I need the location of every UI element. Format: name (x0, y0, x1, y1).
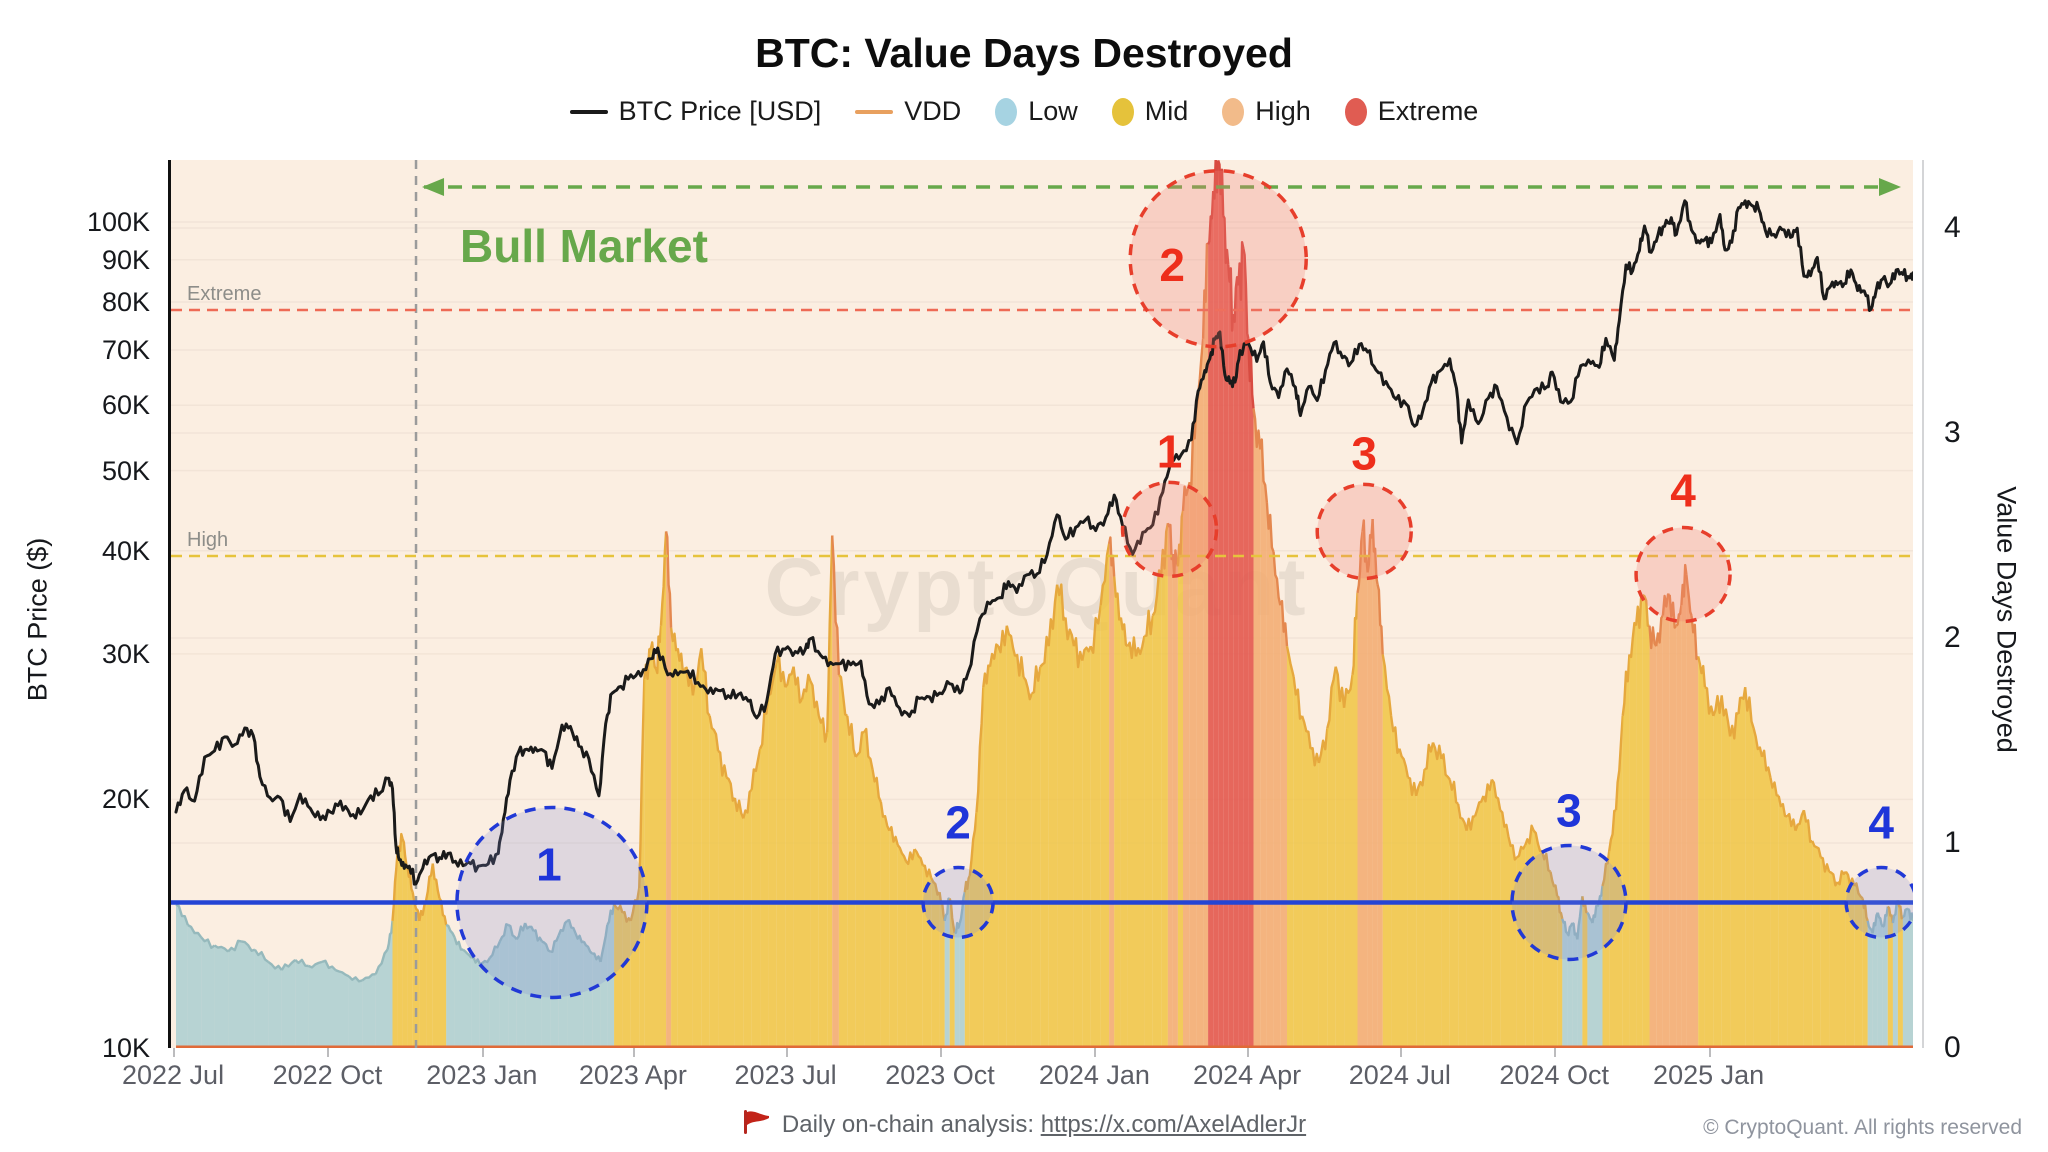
footer-analysis-link[interactable]: https://x.com/AxelAdlerJr (1040, 1111, 1307, 1138)
time-tick-2023 Jan: 2023 Jan (426, 1060, 538, 1090)
time-tick-2023 Oct: 2023 Oct (885, 1060, 995, 1090)
low-dot-icon (995, 97, 1018, 126)
low-marker-label-2: 2 (945, 796, 971, 848)
legend-label-btc-price: BTC Price [USD] (618, 96, 822, 126)
extreme-marker-circle-1 (1120, 480, 1219, 579)
extreme-dot-icon (1344, 97, 1367, 126)
vdd-tick-0: 0 (1944, 1031, 1961, 1064)
time-tick-2024 Jul: 2024 Jul (1348, 1060, 1451, 1090)
legend-label-high: High (1255, 96, 1311, 126)
low-marker-circle-3 (1510, 843, 1628, 962)
time-tick-mark (632, 1048, 635, 1057)
high-threshold-label: High (187, 529, 228, 551)
btc-price-line (174, 199, 1913, 886)
time-tick-mark (481, 1048, 484, 1057)
price-tick-70K: 70K (101, 334, 150, 365)
vdd-tick-3: 3 (1944, 416, 1961, 449)
legend: BTC Price [USD] VDD Low Mid High Extreme (0, 96, 2048, 127)
legend-label-vdd: VDD (904, 96, 962, 126)
price-tick-30K: 30K (101, 638, 150, 669)
extreme-marker-circle-3 (1315, 482, 1413, 581)
footer-analysis-text: Daily on-chain analysis: (781, 1111, 1041, 1138)
time-tick-mark (1708, 1048, 1711, 1057)
extreme-marker-circle-4 (1634, 525, 1732, 624)
extreme-marker-label-4: 4 (1670, 464, 1696, 516)
price-tick-20K: 20K (101, 784, 150, 815)
legend-label-low: Low (1028, 96, 1078, 126)
price-tick-10K: 10K (101, 1033, 150, 1063)
extreme-threshold-label: Extreme (187, 283, 261, 305)
legend-label-extreme: Extreme (1377, 96, 1479, 126)
low-marker-circle-4 (1844, 865, 1913, 940)
time-tick-2025 Jan: 2025 Jan (1653, 1060, 1765, 1090)
time-tick-2023 Apr: 2023 Apr (578, 1060, 687, 1090)
price-axis-title: BTC Price ($) (22, 537, 53, 702)
legend-item-low: Low (995, 96, 1078, 127)
legend-item-extreme: Extreme (1344, 96, 1479, 127)
mid-dot-icon (1111, 97, 1134, 126)
footer: Daily on-chain analysis: https://x.com/A… (0, 1106, 2048, 1139)
vdd-tick-1: 1 (1944, 826, 1961, 859)
time-tick-mark (327, 1048, 330, 1057)
low-marker-label-4: 4 (1868, 796, 1894, 848)
time-tick-mark (785, 1048, 788, 1057)
time-tick-2024 Oct: 2024 Oct (1499, 1060, 1609, 1090)
price-tick-90K: 90K (101, 244, 150, 275)
extreme-marker-label-3: 3 (1351, 427, 1377, 479)
legend-item-vdd: VDD (855, 96, 961, 127)
copyright: © CryptoQuant. All rights reserved (1703, 1116, 2022, 1139)
extreme-marker-label-1: 1 (1157, 425, 1183, 477)
chart-title: BTC: Value Days Destroyed (755, 30, 1293, 76)
price-tick-60K: 60K (101, 390, 150, 421)
time-tick-2024 Jan: 2024 Jan (1038, 1060, 1150, 1090)
price-tick-50K: 50K (101, 455, 150, 486)
vdd-axis-title: Value Days Destroyed (1991, 486, 2022, 753)
time-tick-mark (1554, 1048, 1557, 1057)
price-tick-80K: 80K (101, 287, 150, 318)
vdd-line-icon (855, 109, 894, 114)
price-tick-100K: 100K (86, 207, 150, 237)
legend-item-mid: Mid (1111, 96, 1189, 127)
price-tick-40K: 40K (101, 535, 150, 566)
legend-item-high: High (1222, 96, 1311, 127)
bull-market-label: Bull Market (460, 220, 708, 272)
time-tick-mark (939, 1048, 942, 1057)
arrowhead-left-icon (422, 178, 445, 196)
time-tick-mark (173, 1048, 176, 1057)
low-marker-label-3: 3 (1556, 784, 1582, 836)
time-tick-2024 Apr: 2024 Apr (1193, 1060, 1302, 1090)
extreme-marker-circle-2 (1128, 169, 1308, 349)
time-tick-2022 Jul: 2022 Jul (121, 1060, 225, 1090)
plot-area: CryptoQuant Extreme High Bull Market 1 2 3 4 1 2 3… (168, 160, 1913, 1048)
time-tick-mark (1094, 1048, 1097, 1057)
extreme-marker-label-2: 2 (1159, 239, 1185, 291)
time-tick-2022 Oct: 2022 Oct (272, 1060, 383, 1090)
time-tick-mark (1247, 1048, 1250, 1057)
right-axis-line (1922, 160, 1924, 1048)
red-flag-icon (743, 1110, 769, 1134)
arrowhead-right-icon (1879, 178, 1901, 196)
high-dot-icon (1222, 97, 1245, 126)
vdd-tick-2: 2 (1944, 621, 1961, 654)
legend-item-btc-price: BTC Price [USD] (569, 96, 822, 127)
vdd-tick-4: 4 (1944, 211, 1961, 244)
time-tick-mark (1399, 1048, 1402, 1057)
low-marker-circle-1 (455, 805, 649, 1000)
btc-price-line-icon (569, 109, 608, 114)
low-marker-label-1: 1 (536, 838, 562, 890)
time-tick-2023 Jul: 2023 Jul (734, 1060, 837, 1090)
legend-label-mid: Mid (1144, 96, 1189, 126)
low-marker-circle-2 (921, 865, 995, 940)
